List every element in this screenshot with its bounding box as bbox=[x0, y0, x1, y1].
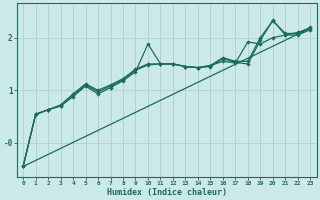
X-axis label: Humidex (Indice chaleur): Humidex (Indice chaleur) bbox=[107, 188, 227, 197]
